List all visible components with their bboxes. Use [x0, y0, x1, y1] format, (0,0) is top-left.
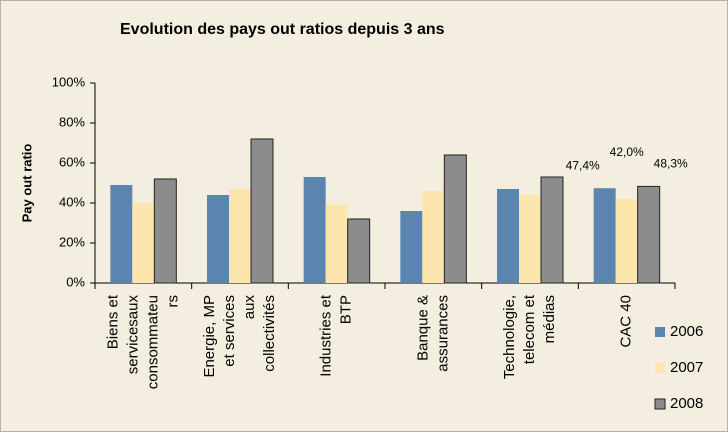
bar	[497, 189, 519, 283]
x-tick-label-line: Industries et	[318, 294, 335, 377]
bar	[347, 218, 371, 284]
x-tick-label-line: et services	[221, 295, 238, 367]
x-tick-label-line: CAC 40	[618, 295, 635, 348]
y-tick-label: 0%	[66, 274, 85, 289]
bar	[229, 189, 251, 283]
bar	[443, 154, 467, 284]
bar	[110, 185, 133, 283]
x-tick-label: Biens et servicesaux consommateu rs	[104, 294, 181, 389]
bar	[132, 203, 155, 283]
data-label: 47,4%	[566, 158, 600, 172]
legend-swatch	[655, 327, 665, 337]
bar	[593, 188, 616, 283]
legend-label: 2006	[670, 323, 703, 340]
y-tick-label: 20%	[59, 234, 85, 249]
bar	[207, 195, 229, 283]
x-tick-label: CAC 40	[618, 295, 635, 348]
bar	[422, 191, 445, 283]
bar	[400, 211, 423, 283]
x-tick-label-line: telecom et	[521, 294, 538, 364]
x-tick-label-line: rs	[164, 295, 181, 308]
x-tick-label-line: Energie, MP	[201, 295, 218, 378]
chart-title: Evolution des pays out ratios depuis 3 a…	[120, 21, 445, 38]
bar	[540, 176, 564, 284]
bar	[519, 195, 541, 283]
y-tick-label: 100%	[52, 74, 86, 89]
data-label: 48,3%	[654, 157, 688, 171]
x-tick-label-line: assurances	[434, 295, 451, 372]
x-tick-label-line: Biens et	[104, 294, 121, 349]
x-tick-label-line: servicesaux	[124, 295, 141, 375]
x-tick-label-line: consommateu	[144, 295, 161, 389]
bar	[615, 199, 638, 283]
x-tick-label-line: collectivités	[261, 295, 278, 372]
x-tick-label-line: Banque &	[414, 295, 431, 361]
x-tick-label-line: Technologie,	[501, 295, 518, 379]
y-tick-label: 80%	[59, 114, 85, 129]
legend-swatch	[654, 398, 666, 410]
x-tick-label-line: BTP	[338, 295, 355, 324]
data-label: 42,0%	[610, 145, 644, 159]
legend-label: 2008	[670, 395, 703, 412]
legend-label: 2007	[670, 359, 703, 376]
y-tick-label: 40%	[59, 194, 85, 209]
x-tick-label: Energie, MP et services aux collectivités	[201, 295, 278, 378]
x-tick-label: Industries et BTP	[318, 294, 355, 377]
bar	[250, 138, 274, 284]
bar	[637, 185, 661, 284]
legend-swatch	[655, 363, 665, 373]
x-tick-label-line: médias	[541, 295, 558, 343]
x-tick-label: Banque & assurances	[414, 295, 451, 372]
bar	[325, 205, 348, 283]
x-tick-label: Technologie, telecom et médias	[501, 294, 558, 379]
y-tick-label: 60%	[59, 154, 85, 169]
y-axis-label: Pay out ratio	[19, 144, 34, 223]
bar	[153, 178, 177, 284]
bar	[303, 177, 326, 283]
x-tick-label-line: aux	[241, 295, 258, 320]
